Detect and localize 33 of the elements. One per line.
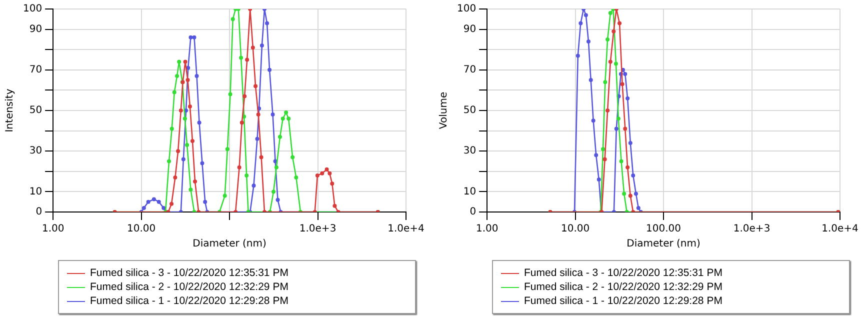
- x-axis-title: Diameter (nm): [626, 238, 701, 250]
- legend-label: Fumed silica - 3 - 10/22/2020 12:35:31 PM: [524, 266, 722, 280]
- y-tick-label: 50: [463, 105, 476, 116]
- x-tick-label: 1.00: [42, 224, 64, 235]
- x-tick-label: 1.00: [476, 224, 498, 235]
- legend-label: Fumed silica - 1 - 10/22/2020 12:29:28 PM: [90, 294, 288, 308]
- x-axis-title: Diameter (nm): [192, 238, 267, 250]
- y-axis-title: Intensity: [4, 88, 16, 132]
- y-tick-label: 10: [29, 186, 42, 198]
- y-tick-label: 50: [29, 105, 42, 116]
- legend-label: Fumed silica - 2 - 10/22/2020 12:32:29 PM: [90, 280, 288, 294]
- x-tick-label: 10.00: [560, 224, 590, 235]
- x-tick-label: 1.0e+4: [388, 224, 424, 235]
- x-tick-label: 1.0e+3: [733, 224, 770, 235]
- y-tick-label: 70: [29, 64, 42, 76]
- y-tick-label: 0: [470, 206, 476, 218]
- legend-label: Fumed silica - 1 - 10/22/2020 12:29:28 PM: [524, 294, 722, 308]
- y-tick-label: 30: [29, 146, 42, 157]
- y-tick-label: 0: [36, 206, 42, 218]
- legend-label: Fumed silica - 2 - 10/22/2020 12:32:29 PM: [524, 280, 722, 294]
- y-axis-title: Volume: [438, 92, 450, 130]
- x-tick-label: 100.00: [646, 224, 682, 235]
- y-tick-label: 90: [463, 24, 476, 35]
- y-tick-label: 90: [29, 24, 42, 35]
- y-tick-label: 100: [456, 4, 476, 15]
- y-tick-label: 30: [463, 146, 476, 157]
- y-tick-label: 10: [463, 186, 476, 198]
- y-tick-label: 70: [463, 64, 476, 76]
- y-tick-label: 100: [22, 4, 42, 15]
- x-tick-label: 1.0e+3: [299, 224, 336, 235]
- x-tick-label: 1.0e+4: [822, 224, 858, 235]
- x-tick-label: 10.00: [126, 224, 156, 235]
- legend-label: Fumed silica - 3 - 10/22/2020 12:35:31 PM: [90, 266, 288, 280]
